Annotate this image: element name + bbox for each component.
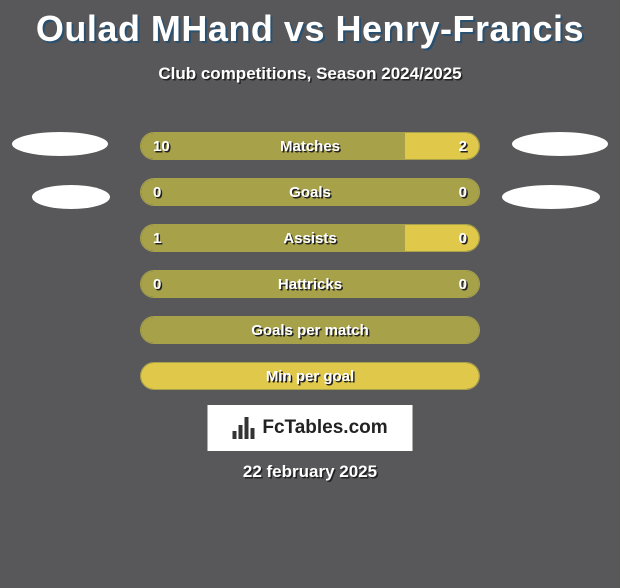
stat-row-assists: 1 Assists 0 xyxy=(140,224,480,252)
stat-left-value: 10 xyxy=(141,133,182,160)
comparison-subtitle: Club competitions, Season 2024/2025 xyxy=(0,64,620,84)
stat-left-value xyxy=(141,317,165,344)
fctables-logo[interactable]: FcTables.com xyxy=(208,405,413,451)
stat-left-fill xyxy=(141,271,479,297)
stats-bars: 10 Matches 2 0 Goals 0 1 Assists 0 0 Hat… xyxy=(140,132,480,408)
stat-right-value xyxy=(455,317,479,344)
stat-left-fill xyxy=(141,317,479,343)
stat-left-fill xyxy=(141,179,479,205)
comparison-title: Oulad MHand vs Henry-Francis xyxy=(0,8,620,50)
snapshot-date: 22 february 2025 xyxy=(0,462,620,482)
stat-left-value: 0 xyxy=(141,179,173,206)
stat-left-value: 0 xyxy=(141,271,173,298)
stat-right-value: 0 xyxy=(447,271,479,298)
player-right-avatar-shadow-1 xyxy=(512,132,608,156)
stat-right-value: 0 xyxy=(447,225,479,252)
stat-row-goals: 0 Goals 0 xyxy=(140,178,480,206)
stat-left-fill xyxy=(141,225,405,251)
logo-text: FcTables.com xyxy=(262,417,387,439)
player-left-avatar-shadow-1 xyxy=(12,132,108,156)
stat-right-value: 0 xyxy=(447,179,479,206)
logo-bars-icon xyxy=(232,417,256,439)
stat-row-matches: 10 Matches 2 xyxy=(140,132,480,160)
stat-row-hattricks: 0 Hattricks 0 xyxy=(140,270,480,298)
stat-right-fill xyxy=(141,363,479,389)
stat-left-value xyxy=(141,363,165,390)
stat-right-value xyxy=(455,363,479,390)
player-right-avatar-shadow-2 xyxy=(502,185,600,209)
stat-row-goals-per-match: Goals per match xyxy=(140,316,480,344)
stat-row-min-per-goal: Min per goal xyxy=(140,362,480,390)
stat-left-value: 1 xyxy=(141,225,173,252)
player-left-avatar-shadow-2 xyxy=(32,185,110,209)
stat-right-value: 2 xyxy=(447,133,479,160)
